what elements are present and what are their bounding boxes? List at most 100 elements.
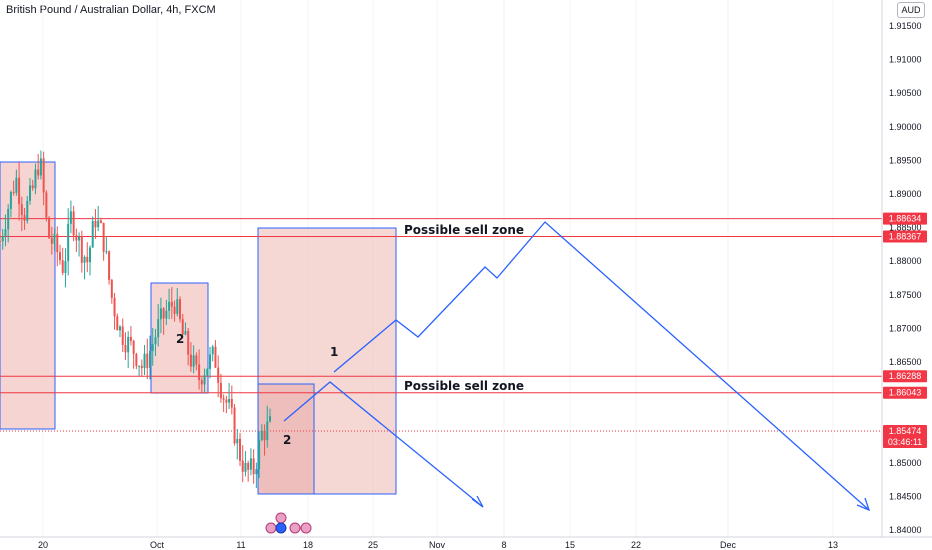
candle-body: [48, 217, 51, 239]
projections: [283, 221, 871, 512]
candle-body: [184, 331, 187, 335]
candle-body: [263, 430, 266, 441]
candle-body: [222, 398, 225, 400]
candle-body: [119, 326, 121, 331]
grid: [42, 0, 834, 537]
candle-body: [146, 353, 149, 368]
event-icons[interactable]: [265, 512, 312, 534]
candle-body: [149, 350, 151, 368]
candle-body: [255, 469, 258, 475]
price-axis-tick: 1.89000: [889, 189, 922, 199]
candle-body: [20, 204, 23, 216]
candle-body: [110, 279, 113, 298]
candle-body: [203, 375, 206, 385]
candle-body: [241, 460, 244, 472]
price-axis-tick: 1.90500: [889, 88, 922, 98]
candle-body: [181, 319, 184, 335]
label-2-mid: 2: [176, 332, 184, 346]
time-axis-tick: Oct: [150, 540, 165, 550]
candle-body: [260, 430, 263, 440]
price-tag-bg: [883, 230, 927, 243]
candle-body: [23, 215, 26, 221]
time-axis[interactable]: 20 Oct 11 18 25 Nov 8 15 22 Dec 13: [38, 540, 838, 550]
candles: [0, 150, 271, 489]
candle-body: [140, 365, 143, 368]
currency-badge[interactable]: AUD: [897, 2, 925, 18]
price-tag-bg: [883, 212, 927, 225]
candle-body: [64, 261, 67, 273]
candle-body: [143, 353, 146, 368]
candle-body: [247, 462, 250, 470]
time-axis-tick: 11: [236, 540, 245, 550]
candle-body: [162, 308, 165, 319]
candle-body: [189, 354, 192, 367]
candle-body: [129, 336, 132, 341]
candle-body: [239, 438, 241, 461]
candle-body: [7, 208, 10, 230]
candle-body: [113, 297, 116, 317]
price-axis-tick: 1.87000: [889, 323, 922, 333]
price-axis[interactable]: 1.91500 1.91000 1.90500 1.90000 1.89500 1.890…: [889, 21, 922, 535]
candle-body: [121, 326, 124, 346]
possible-sell-zone-upper: Possible sell zone: [404, 223, 524, 237]
candle-body: [116, 316, 119, 331]
label-2-current: 2: [283, 433, 291, 447]
candle-body: [91, 220, 94, 248]
candle-body: [29, 185, 31, 201]
zone-boxes: [0, 161, 397, 495]
candle-body: [266, 421, 269, 441]
candle-body: [39, 158, 42, 176]
time-axis-tick: 25: [368, 540, 378, 550]
price-axis-tick: 1.88500: [889, 223, 922, 233]
candle-body: [200, 380, 203, 385]
candle-body: [59, 252, 61, 261]
candle-body: [170, 301, 173, 307]
candle-body: [4, 229, 7, 237]
candle-body: [176, 299, 179, 314]
price-tags: 1.88634 1.88367 1.86288 1.86043 1.8547403:46…: [883, 212, 927, 448]
candle-body: [1, 236, 4, 242]
candle-body: [99, 220, 102, 223]
candle-body: [217, 367, 220, 383]
candle-body: [15, 177, 18, 193]
price-tag-label: 1.88634: [889, 214, 922, 224]
candle-body: [225, 399, 228, 403]
candle-body: [86, 256, 89, 263]
current-price-tag: [883, 424, 927, 448]
candle-body: [219, 382, 222, 399]
candle-body: [132, 340, 135, 354]
candle-body: [198, 364, 201, 381]
candle-body: [168, 301, 171, 311]
candle-body: [72, 211, 75, 236]
candle-body: [45, 192, 48, 218]
candle-body: [102, 222, 105, 252]
candle-body: [18, 177, 21, 205]
candle-body: [159, 308, 162, 320]
candle-body: [165, 310, 168, 319]
price-tag-label: 1.86043: [889, 388, 922, 398]
candle-body: [26, 200, 29, 221]
candle-body: [34, 169, 37, 189]
price-axis-tick: 1.85000: [889, 458, 922, 468]
candle-body: [31, 185, 34, 189]
candle-body: [154, 337, 157, 345]
candle-body: [37, 169, 40, 176]
candle-body: [69, 211, 72, 224]
possible-sell-zone-lower: Possible sell zone: [404, 379, 524, 393]
candle-body: [42, 158, 45, 193]
candle-body: [56, 233, 59, 253]
price-tag-label: 1.88367: [889, 232, 922, 242]
price-axis-tick: 1.91000: [889, 55, 922, 65]
time-axis-tick: 15: [565, 540, 575, 550]
price-axis-tick: 1.88000: [889, 256, 922, 266]
label-1: 1: [330, 345, 338, 359]
candle-body: [151, 344, 154, 351]
event-flag-icon: [265, 522, 277, 534]
candle-body: [12, 191, 15, 193]
candle-body: [195, 355, 198, 365]
candle-body: [192, 355, 195, 367]
countdown-label: 03:46:11: [888, 437, 922, 447]
price-axis-tick: 1.84500: [889, 491, 922, 501]
